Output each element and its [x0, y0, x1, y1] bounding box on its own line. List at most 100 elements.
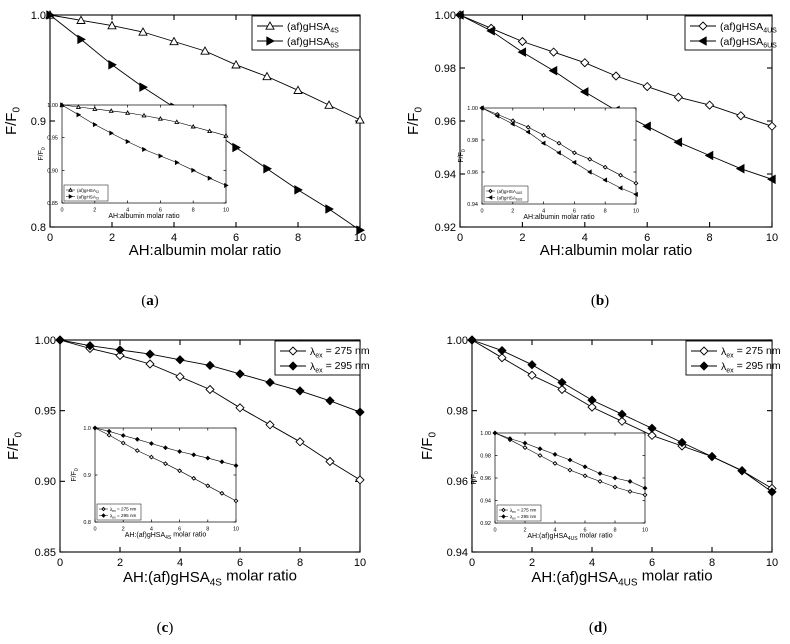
inset-a-series-1-point — [190, 123, 196, 129]
panel-a-x-tick-label: 6 — [233, 232, 239, 244]
panel-a-series-2-point — [108, 60, 117, 70]
panel-a-series-1-point — [293, 85, 303, 94]
panel-c-x-tick-label: 2 — [117, 557, 123, 569]
inset-c-legend — [96, 503, 142, 521]
inset-d-series-1-point — [552, 460, 558, 466]
inset-c-y-axis-label: F/F0 — [71, 468, 80, 482]
panel-d-series-2-point — [767, 487, 777, 497]
panel-b-series-2-point — [767, 174, 776, 185]
panel-b-x-tick-label: 8 — [707, 232, 713, 244]
inset-c-series-2-point — [191, 452, 197, 458]
inset-b-series-2-point — [510, 121, 515, 127]
panel-d-legend-marker — [699, 346, 709, 356]
inset-d-series-2-point — [582, 464, 588, 470]
inset-c-series-1-point — [106, 432, 112, 438]
panel-c-y-axis-label: F/F0 — [5, 432, 25, 461]
panel-d-series-2-point — [707, 451, 717, 462]
inset-d-series-2-point — [597, 471, 603, 476]
inset-c-x-tick-label: 2 — [122, 527, 125, 533]
panel-b-y-tick-label: 0.96 — [435, 116, 456, 128]
inset-a-series-1-point — [92, 106, 98, 111]
inset-d-series-1-point — [642, 492, 648, 498]
panel-b-series-1-point — [611, 71, 621, 81]
panel-a-legend — [251, 15, 361, 51]
inset-d-y-tick-label: 0.94 — [480, 498, 491, 504]
panel-b-x-tick-label: 2 — [519, 232, 525, 244]
inset-d-y-tick-label: 0.92 — [480, 521, 491, 527]
inset-b-series-1-point — [618, 172, 624, 178]
inset-b-series-1-point — [525, 124, 531, 130]
inset-b-series-2-point — [602, 177, 608, 183]
inset-c-series-1-point — [134, 448, 140, 454]
inset-c-series-1-point — [177, 468, 183, 474]
inset-a-series-2-point — [174, 159, 180, 166]
inset-d-series-1-point — [582, 473, 588, 479]
inset-c-series-2-point — [92, 425, 98, 431]
panel-c-series-1-point — [115, 350, 125, 361]
panel-b-y-axis-label: F/F0 — [405, 107, 425, 136]
inset-a-y-axis-label: F/F0 — [38, 147, 47, 161]
panel-b-legend — [684, 15, 773, 51]
inset-d-y-tick-label: 1.00 — [480, 431, 491, 437]
inset-d-series-2-point — [642, 485, 648, 491]
inset-a-x-axis-label: AH:albumin molar ratio — [108, 213, 179, 220]
inset-c-legend-marker — [101, 506, 106, 512]
panel-c-series-2-point — [265, 377, 275, 388]
inset-c-series-2-point — [233, 463, 239, 469]
panel-a-caption: (a) — [141, 293, 159, 309]
panel-d-x-tick-label: 8 — [709, 557, 715, 569]
panel-d-series-1-point — [587, 402, 597, 412]
inset-d-series-1-point — [567, 467, 573, 473]
inset-a-series-1-point — [141, 112, 147, 118]
inset-d-series-2-point — [612, 475, 618, 481]
inset-c-series-1-point — [148, 454, 154, 460]
panel-a-series-2-point — [294, 185, 303, 195]
inset-d-series-2-point — [507, 436, 513, 442]
inset-d-series-1-point — [627, 489, 633, 494]
panel-b-series-2-point — [642, 121, 651, 132]
inset-a-series-1-point — [174, 119, 180, 124]
panel-b-series-1-point — [736, 111, 746, 121]
inset-d-y-axis-label: F/F0 — [471, 471, 480, 485]
panel-a-y-tick-label: 1.0 — [31, 10, 46, 22]
inset-b-series-2-point — [571, 159, 577, 165]
panel-c-legend-marker — [288, 361, 298, 371]
inset-c-series-2-point — [148, 441, 154, 446]
panel-b-y-tick-label: 1.00 — [435, 10, 456, 22]
inset-d-legend — [496, 504, 542, 522]
panel-d-series-2-point — [587, 395, 597, 405]
panel-b-legend-marker — [698, 36, 707, 46]
inset-c-series-2-point — [205, 455, 211, 461]
panel-a-series-1-point — [200, 46, 210, 55]
inset-c-series-2-point — [163, 445, 168, 451]
panel-a-y-axis-label: F/F0 — [3, 107, 23, 136]
inset-c-legend-entry: λex = 295 nm — [110, 513, 137, 520]
panel-a-series-2-point — [77, 34, 86, 45]
inset-b-series-2-point — [494, 113, 500, 119]
panel-b-inset: 0 2 4 6 8 10 0.94 0.96 0.98 1.00 F/F0 AH:albumin mo… — [458, 105, 639, 221]
inset-c-x-tick-label: 10 — [233, 527, 239, 533]
inset-c-x-tick-label: 4 — [150, 527, 153, 533]
panel-b-x-axis-label: AH:albumin molar ratio — [540, 242, 693, 259]
inset-d-x-tick-label: 0 — [493, 528, 496, 534]
panel-d-x-axis-label: AH:(af)gHSA4US molar ratio — [531, 567, 712, 588]
panel-b-series-2-point — [455, 10, 464, 20]
inset-b-y-tick-label: 0.98 — [467, 138, 478, 144]
panel-c-y-tick-label: 1.00 — [35, 335, 56, 347]
panel-d-series-1-point — [557, 384, 567, 395]
inset-a-legend — [63, 184, 109, 202]
panel-a-series-1-point — [138, 27, 148, 36]
panel-c-x-tick-label: 0 — [57, 557, 63, 569]
panel-a-series-1-point — [355, 114, 365, 124]
panel-b-x-tick-label: 10 — [766, 232, 778, 244]
inset-b-series-2-point — [540, 140, 546, 146]
inset-c-y-tick-label: 0.8 — [83, 520, 91, 526]
panel-c-series-2-point — [205, 360, 215, 371]
panel-d-series-2-point — [677, 437, 687, 448]
panel-b: 0 2 4 6 8 10 0.92 0.94 0.96 0.98 1.00 F/F0 AH:albumi… — [405, 10, 778, 309]
panel-a-series-1-point — [169, 36, 179, 46]
panel-b-caption: (b) — [591, 293, 609, 309]
panel-b-legend-entry: (af)gHSA4US — [720, 21, 777, 34]
panel-d-caption: (d) — [589, 620, 607, 636]
panel-c-series-2-point — [235, 369, 245, 379]
